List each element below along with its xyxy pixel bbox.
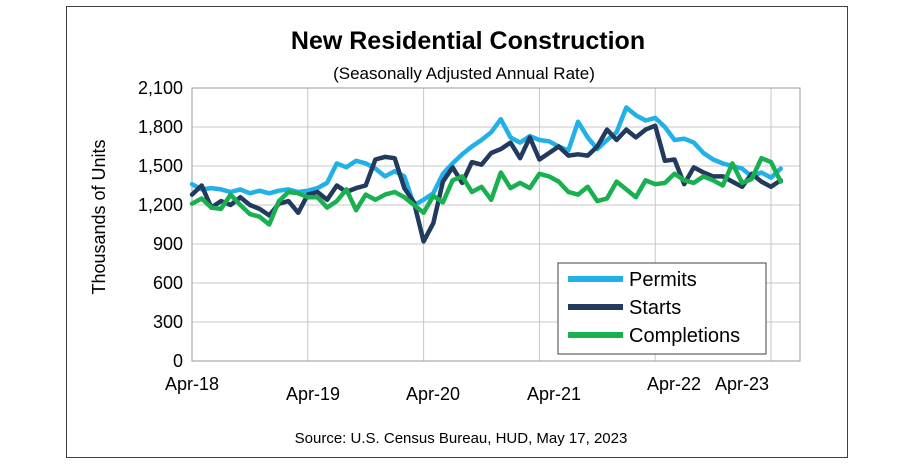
y-tick-label: 0: [173, 351, 183, 371]
legend-label: Starts: [629, 297, 681, 319]
x-tick-label: Apr-18: [165, 374, 219, 394]
plot-area: [191, 87, 801, 362]
chart-subtitle: (Seasonally Adjusted Annual Rate): [333, 64, 595, 83]
chart-canvas: New Residential Construction (Seasonally…: [89, 27, 801, 447]
y-tick-label: 600: [153, 273, 183, 293]
y-tick-label: 2,100: [138, 78, 183, 98]
chart-title: New Residential Construction: [291, 27, 645, 55]
y-tick-label: 900: [153, 234, 183, 254]
chart-source: Source: U.S. Census Bureau, HUD, May 17,…: [295, 430, 628, 447]
x-tick-label: Apr-20: [406, 384, 460, 404]
y-axis-label: Thousands of Units: [89, 139, 109, 294]
legend-label: Permits: [629, 269, 697, 291]
chart-frame: New Residential Construction (Seasonally…: [66, 6, 848, 458]
x-tick-label: Apr-21: [527, 384, 581, 404]
x-tick-label: Apr-19: [286, 384, 340, 404]
y-tick-label: 300: [153, 312, 183, 332]
series-line-permits: [189, 105, 783, 208]
x-tick-label: Apr-22: [647, 374, 701, 394]
y-tick-label: 1,500: [138, 156, 183, 176]
series-lines: [189, 105, 783, 244]
legend-label: Completions: [629, 325, 740, 347]
y-axis: 0 300 600 900 1,200 1,500 1,800 2,100: [138, 78, 183, 371]
legend: Permits Starts Completions: [557, 262, 767, 355]
y-tick-label: 1,800: [138, 117, 183, 137]
x-tick-label: Apr-23: [715, 374, 769, 394]
series-line-completions: [189, 155, 783, 227]
x-axis: Apr-18 Apr-19 Apr-20 Apr-21 Apr-22 Apr-23: [165, 374, 769, 404]
y-tick-label: 1,200: [138, 195, 183, 215]
